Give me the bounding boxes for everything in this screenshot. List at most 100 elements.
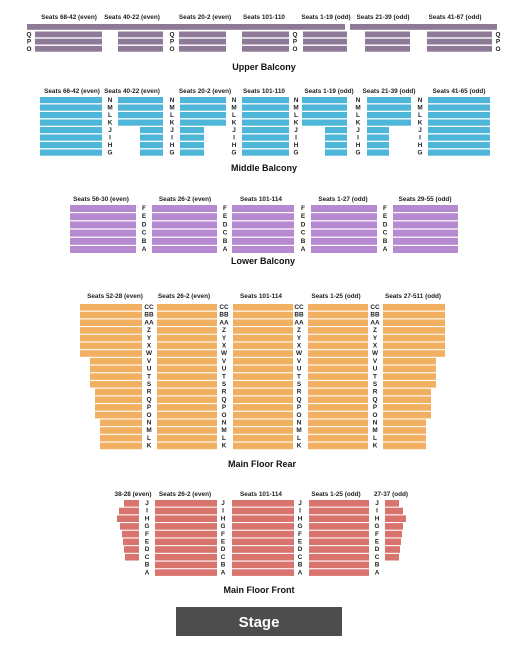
upper-balcony-left-center-row[interactable] bbox=[118, 31, 163, 38]
main-floor-rear-center-right-row[interactable] bbox=[308, 411, 368, 419]
middle-balcony-center-right-row[interactable] bbox=[302, 97, 347, 104]
middle-balcony-center-row[interactable] bbox=[242, 104, 289, 111]
main-floor-rear-center-left-row[interactable] bbox=[157, 342, 217, 350]
upper-balcony-center-row[interactable] bbox=[242, 45, 289, 52]
main-floor-rear-center-right-row[interactable] bbox=[308, 373, 368, 380]
upper-balcony-center-row[interactable] bbox=[242, 38, 289, 45]
middle-balcony-center-left-row[interactable] bbox=[180, 119, 226, 126]
main-floor-rear-right-row[interactable] bbox=[383, 334, 445, 342]
main-floor-front-center-left-row[interactable] bbox=[155, 500, 217, 507]
main-floor-rear-left-row[interactable] bbox=[100, 434, 142, 442]
main-floor-rear-center-left-row[interactable] bbox=[157, 396, 217, 403]
upper-balcony-right-row[interactable] bbox=[427, 31, 492, 38]
middle-balcony-right-center-row[interactable] bbox=[367, 142, 389, 149]
main-floor-front-center-left-row[interactable] bbox=[155, 569, 217, 576]
main-floor-front-right-row[interactable] bbox=[385, 538, 401, 546]
main-floor-front-center-right-row[interactable] bbox=[309, 507, 369, 515]
main-floor-front-center-right-row[interactable] bbox=[309, 530, 369, 538]
lower-balcony-center-row[interactable] bbox=[232, 229, 294, 237]
main-floor-front-left-row[interactable] bbox=[123, 538, 139, 546]
middle-balcony-right-row[interactable] bbox=[428, 97, 490, 104]
main-floor-front-left-row[interactable] bbox=[120, 523, 139, 530]
upper-balcony-center-left-row[interactable] bbox=[179, 38, 226, 45]
upper-balcony-row[interactable] bbox=[350, 24, 497, 30]
middle-balcony-center-left-row[interactable] bbox=[180, 104, 226, 111]
main-floor-rear-left-row[interactable] bbox=[95, 411, 142, 419]
main-floor-front-center-left-row[interactable] bbox=[155, 561, 217, 569]
main-floor-front-center-row[interactable] bbox=[232, 530, 294, 538]
main-floor-rear-right-row[interactable] bbox=[383, 319, 445, 326]
main-floor-front-center-row[interactable] bbox=[232, 538, 294, 546]
main-floor-rear-center-row[interactable] bbox=[233, 442, 293, 450]
main-floor-rear-center-row[interactable] bbox=[233, 334, 293, 342]
main-floor-rear-center-left-row[interactable] bbox=[157, 311, 217, 319]
middle-balcony-center-right-row[interactable] bbox=[302, 112, 347, 119]
main-floor-rear-right-row[interactable] bbox=[383, 311, 445, 319]
upper-balcony-left-row[interactable] bbox=[35, 38, 102, 45]
main-floor-rear-center-left-row[interactable] bbox=[157, 411, 217, 419]
main-floor-front-center-row[interactable] bbox=[232, 561, 294, 569]
main-floor-rear-right-row[interactable] bbox=[383, 304, 445, 311]
upper-balcony-center-row[interactable] bbox=[242, 31, 289, 38]
main-floor-rear-center-left-row[interactable] bbox=[157, 442, 217, 450]
main-floor-front-left-row[interactable] bbox=[125, 553, 139, 561]
main-floor-front-center-right-row[interactable] bbox=[309, 523, 369, 530]
middle-balcony-center-right-row[interactable] bbox=[302, 104, 347, 111]
main-floor-rear-left-row[interactable] bbox=[100, 419, 142, 427]
main-floor-rear-left-row[interactable] bbox=[95, 388, 142, 396]
main-floor-rear-right-row[interactable] bbox=[383, 357, 436, 365]
main-floor-front-left-row[interactable] bbox=[122, 530, 139, 538]
lower-balcony-left-row[interactable] bbox=[70, 229, 136, 237]
upper-balcony-left-row[interactable] bbox=[35, 31, 102, 38]
main-floor-rear-left-row[interactable] bbox=[90, 365, 142, 373]
main-floor-rear-center-right-row[interactable] bbox=[308, 327, 368, 334]
lower-balcony-center-left-row[interactable] bbox=[152, 205, 217, 212]
middle-balcony-left-row[interactable] bbox=[40, 127, 102, 134]
main-floor-rear-center-left-row[interactable] bbox=[157, 381, 217, 388]
main-floor-rear-center-left-row[interactable] bbox=[157, 319, 217, 326]
main-floor-rear-center-left-row[interactable] bbox=[157, 373, 217, 380]
main-floor-front-left-row[interactable] bbox=[119, 507, 139, 515]
main-floor-rear-center-right-row[interactable] bbox=[308, 419, 368, 427]
middle-balcony-left-row[interactable] bbox=[40, 134, 102, 141]
lower-balcony-center-row[interactable] bbox=[232, 237, 294, 245]
lower-balcony-center-left-row[interactable] bbox=[152, 213, 217, 221]
lower-balcony-center-left-row[interactable] bbox=[152, 237, 217, 245]
middle-balcony-right-center-row[interactable] bbox=[367, 127, 389, 134]
main-floor-rear-center-left-row[interactable] bbox=[157, 388, 217, 396]
lower-balcony-center-row[interactable] bbox=[232, 205, 294, 212]
main-floor-rear-center-row[interactable] bbox=[233, 396, 293, 403]
lower-balcony-right-row[interactable] bbox=[393, 229, 458, 237]
main-floor-front-right-row[interactable] bbox=[385, 546, 400, 553]
middle-balcony-right-center-row[interactable] bbox=[367, 119, 411, 126]
main-floor-front-left-row[interactable] bbox=[124, 500, 139, 507]
middle-balcony-center-row[interactable] bbox=[242, 149, 289, 156]
middle-balcony-center-left-row[interactable] bbox=[180, 149, 204, 156]
main-floor-rear-center-right-row[interactable] bbox=[308, 427, 368, 434]
main-floor-rear-left-row[interactable] bbox=[80, 304, 142, 311]
middle-balcony-left-row[interactable] bbox=[40, 97, 102, 104]
main-floor-rear-center-right-row[interactable] bbox=[308, 319, 368, 326]
main-floor-rear-center-left-row[interactable] bbox=[157, 427, 217, 434]
main-floor-rear-center-row[interactable] bbox=[233, 350, 293, 357]
upper-balcony-center-left-row[interactable] bbox=[179, 45, 226, 52]
middle-balcony-right-center-row[interactable] bbox=[367, 134, 389, 141]
main-floor-front-center-left-row[interactable] bbox=[155, 553, 217, 561]
lower-balcony-right-row[interactable] bbox=[393, 205, 458, 212]
main-floor-rear-center-right-row[interactable] bbox=[308, 311, 368, 319]
main-floor-rear-center-right-row[interactable] bbox=[308, 404, 368, 411]
main-floor-front-right-row[interactable] bbox=[385, 530, 402, 538]
main-floor-rear-center-right-row[interactable] bbox=[308, 381, 368, 388]
main-floor-rear-left-row[interactable] bbox=[80, 334, 142, 342]
lower-balcony-left-row[interactable] bbox=[70, 246, 136, 253]
main-floor-rear-center-right-row[interactable] bbox=[308, 396, 368, 403]
lower-balcony-right-row[interactable] bbox=[393, 246, 458, 253]
main-floor-rear-center-row[interactable] bbox=[233, 319, 293, 326]
main-floor-rear-right-row[interactable] bbox=[383, 442, 426, 450]
main-floor-rear-center-right-row[interactable] bbox=[308, 357, 368, 365]
main-floor-rear-center-right-row[interactable] bbox=[308, 365, 368, 373]
lower-balcony-center-left-row[interactable] bbox=[152, 229, 217, 237]
lower-balcony-right-row[interactable] bbox=[393, 213, 458, 221]
main-floor-rear-center-left-row[interactable] bbox=[157, 357, 217, 365]
middle-balcony-center-row[interactable] bbox=[242, 119, 289, 126]
